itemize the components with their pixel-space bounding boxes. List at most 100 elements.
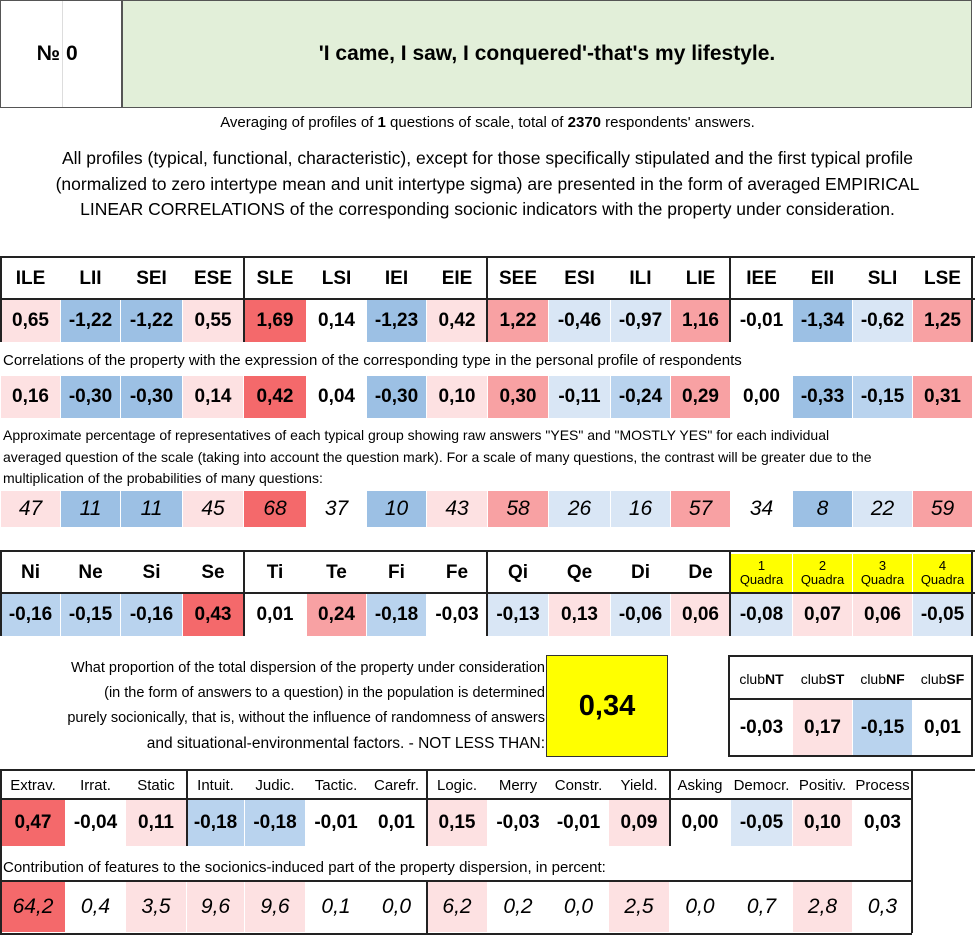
type-percent-value: 68 xyxy=(244,491,306,527)
quadra-value: -0,08 xyxy=(731,594,792,636)
trait-contrib-value: 0,0 xyxy=(549,882,608,932)
type-profile-value: -1,22 xyxy=(121,300,182,342)
type-profile-value: 0,42 xyxy=(427,300,487,342)
function-header: Ti xyxy=(266,562,284,583)
type-corr-value: 0,04 xyxy=(307,376,366,418)
type-header: LSI xyxy=(321,268,352,289)
type-percent-value: 11 xyxy=(121,491,182,527)
quadra-label: Quadra xyxy=(739,572,784,587)
function-value: 0,06 xyxy=(671,594,730,636)
function-value: 0,13 xyxy=(549,594,610,636)
club-header: club NF xyxy=(853,660,912,698)
grid-line xyxy=(669,769,671,846)
type-corr-value: 0,30 xyxy=(488,376,548,418)
trait-header: Constr. xyxy=(554,776,603,794)
type-header: SEE xyxy=(498,268,538,289)
grid-line xyxy=(426,769,428,846)
grid-line xyxy=(186,769,188,846)
trait-value: 0,47 xyxy=(1,800,65,846)
grid-line xyxy=(243,550,245,636)
grid-line xyxy=(729,256,731,342)
type-corr-value: 0,29 xyxy=(671,376,730,418)
trait-value: 0,01 xyxy=(367,800,426,846)
type-header: LII xyxy=(79,268,102,289)
type-percent-value: 22 xyxy=(853,491,912,527)
trait-contrib-value: 3,5 xyxy=(126,882,186,932)
function-value: -0,16 xyxy=(1,594,60,636)
trait-contrib-value: 2,8 xyxy=(793,882,852,932)
club-prefix: club xyxy=(800,671,827,687)
trait-header: Democr. xyxy=(733,776,790,794)
quadra-value: 0,07 xyxy=(793,594,852,636)
dispersion-note-line: purely socionically, that is, without th… xyxy=(67,710,545,726)
averaging-text-2: questions of scale, total of xyxy=(385,114,568,131)
trait-header: Tactic. xyxy=(314,776,358,794)
question-count: 1 xyxy=(377,114,386,131)
corr-caption: Correlations of the property with the ex… xyxy=(3,352,742,369)
quadra-header: 4 Quadra xyxy=(913,554,972,592)
club-prefix: club xyxy=(739,671,765,687)
club-value: -0,03 xyxy=(731,700,792,755)
trait-contrib-value: 0,7 xyxy=(731,882,792,932)
quadra-number: 1 xyxy=(757,558,766,573)
trait-value: -0,01 xyxy=(306,800,366,846)
trait-value: 0,11 xyxy=(126,800,186,846)
club-code: NT xyxy=(765,671,784,687)
type-header: LSE xyxy=(924,268,961,289)
type-corr-value: 0,10 xyxy=(427,376,487,418)
type-percent-value: 47 xyxy=(1,491,60,527)
grid-line xyxy=(243,256,245,342)
type-profile-value: 0,14 xyxy=(307,300,366,342)
trait-contrib-value: 9,6 xyxy=(187,882,244,932)
grid-line xyxy=(0,880,912,882)
trait-header: Irrat. xyxy=(80,776,111,794)
grid-line xyxy=(0,798,912,800)
trait-header: Logic. xyxy=(436,776,478,794)
type-profile-value: 1,22 xyxy=(488,300,548,342)
dispersion-value: 0,34 xyxy=(546,655,668,757)
trait-contrib-value: 0,0 xyxy=(670,882,730,932)
quadra-header: 2 Quadra xyxy=(793,554,852,592)
trait-contrib-value: 0,4 xyxy=(66,882,125,932)
trait-header: Positiv. xyxy=(798,776,847,794)
grid-line xyxy=(971,256,973,342)
type-profile-value: 0,65 xyxy=(1,300,60,342)
quadra-label: Quadra xyxy=(920,572,965,587)
type-corr-value: 0,14 xyxy=(183,376,243,418)
type-corr-value: 0,31 xyxy=(913,376,972,418)
function-header: Qi xyxy=(507,562,529,583)
trait-value: -0,03 xyxy=(488,800,548,846)
trait-value: -0,01 xyxy=(549,800,608,846)
description-line: LINEAR CORRELATIONS of the corresponding… xyxy=(80,199,895,219)
type-percent-value: 34 xyxy=(731,491,792,527)
club-code: SF xyxy=(946,671,965,687)
type-header: EIE xyxy=(441,268,473,289)
type-header: ESI xyxy=(564,268,595,289)
function-header: Fi xyxy=(388,562,405,583)
grid-line xyxy=(971,655,973,757)
trait-header: Merry xyxy=(498,776,538,794)
type-corr-value: 0,42 xyxy=(244,376,306,418)
function-header: Se xyxy=(201,562,225,583)
grid-line xyxy=(0,256,2,342)
club-header: club ST xyxy=(793,660,852,698)
averaging-text-3: respondents' answers. xyxy=(601,114,755,131)
grid-line xyxy=(971,550,973,636)
trait-contrib-value: 6,2 xyxy=(427,882,487,932)
description: All profiles (typical, functional, chara… xyxy=(0,146,975,223)
trait-header: Intuit. xyxy=(197,776,234,794)
function-value: -0,15 xyxy=(61,594,120,636)
grid-line xyxy=(0,550,2,636)
type-header: ILI xyxy=(629,268,652,289)
dispersion-note-line: What proportion of the total dispersion … xyxy=(71,660,545,676)
type-profile-value: 0,55 xyxy=(183,300,243,342)
trait-value: 0,03 xyxy=(853,800,912,846)
dispersion-note-line: (in the form of answers to a question) i… xyxy=(104,685,545,701)
function-header: Ni xyxy=(21,562,40,583)
description-line: (normalized to zero intertype mean and u… xyxy=(55,173,920,194)
function-header: Fe xyxy=(445,562,469,583)
function-header: Qe xyxy=(566,562,593,583)
trait-header: Process xyxy=(855,776,910,794)
type-profile-value: 1,69 xyxy=(244,300,306,342)
quadra-number: 4 xyxy=(938,558,947,573)
